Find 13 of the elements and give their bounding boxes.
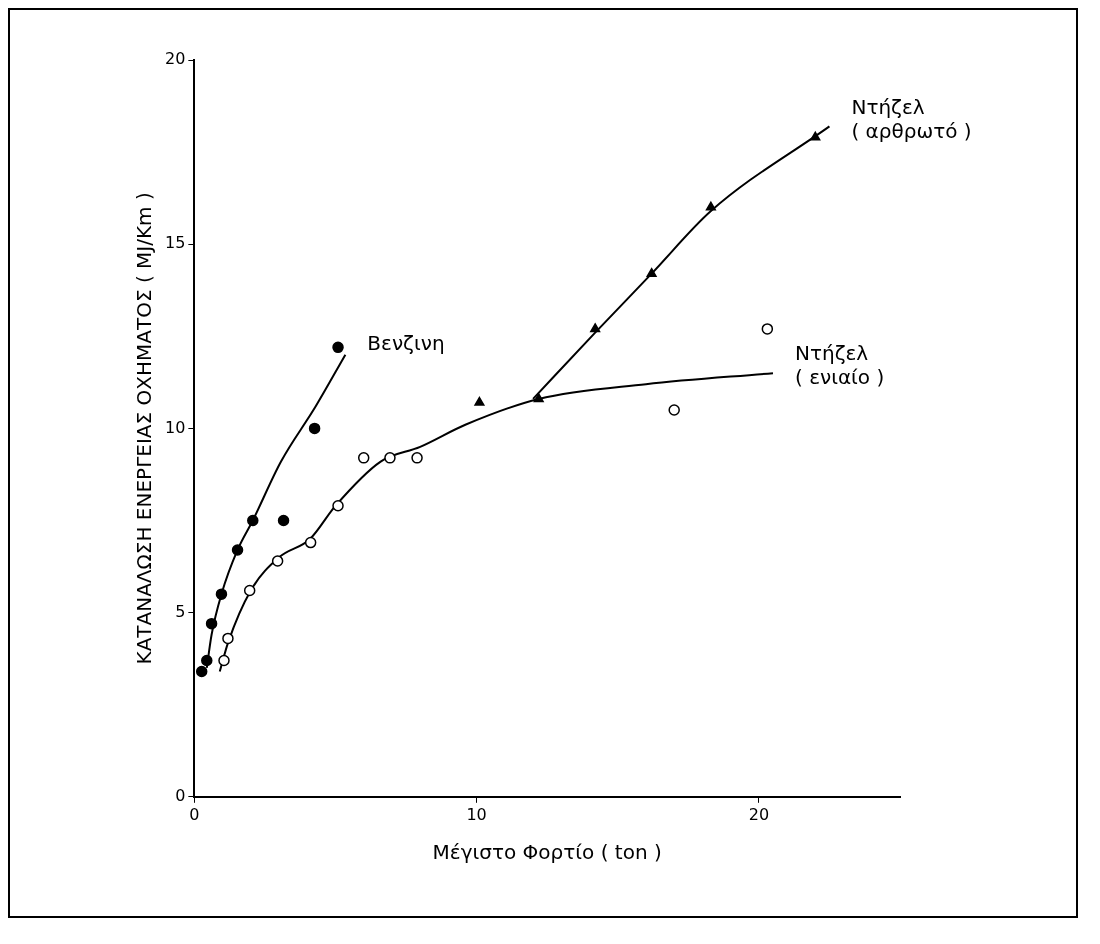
- x-axis-title: Μέγιστο Φορτίο ( ton ): [432, 840, 662, 865]
- y-tick-label: 20: [165, 49, 186, 69]
- y-tick-label: 0: [175, 785, 186, 805]
- x-tick-label: 20: [748, 804, 770, 824]
- series-label: Βενζινη: [367, 330, 445, 355]
- y-axis-title: ΚΑΤΑΝΑΛΩΣΗ ΕΝΕΡΓΕΙΑΣ ΟΧΗΜΑΤΟΣ ( MJ/Km ): [132, 192, 157, 665]
- x-tick-label: 10: [466, 804, 487, 824]
- series-label: Ντήζελ ( ενιαίο ): [794, 341, 885, 390]
- y-tick-label: 10: [165, 417, 186, 437]
- y-tick-label: 5: [175, 601, 186, 621]
- y-tick-label: 15: [165, 233, 186, 253]
- x-tick-label: 0: [189, 804, 200, 824]
- series-label: Ντήζελ ( αρθρωτό ): [851, 94, 972, 143]
